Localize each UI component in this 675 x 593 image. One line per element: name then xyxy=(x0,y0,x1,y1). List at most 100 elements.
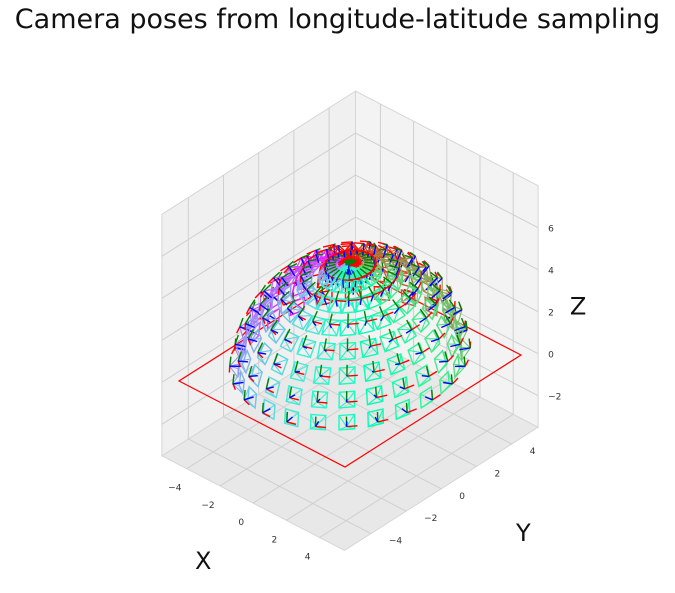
camera-z-axis xyxy=(396,249,403,261)
camera-z-axis xyxy=(419,317,427,323)
camera-x-axis xyxy=(432,394,441,401)
frustum-edge xyxy=(457,326,466,341)
frustum-edge xyxy=(286,308,291,323)
frustum-edge xyxy=(319,367,332,377)
camera-pose xyxy=(332,271,354,294)
frustum-edge xyxy=(294,371,305,382)
camera-x-axis xyxy=(278,277,283,285)
camera-x-axis xyxy=(312,320,323,325)
camera-y-axis xyxy=(432,283,441,292)
camera-z-axis xyxy=(380,289,385,297)
camera-z-axis xyxy=(232,381,244,385)
frustum-edge xyxy=(268,329,272,336)
frustum-edge xyxy=(371,270,381,278)
camera-z-axis xyxy=(424,396,433,401)
frustum-edge xyxy=(278,285,291,290)
camera-x-axis xyxy=(347,348,359,351)
camera-pose xyxy=(326,290,348,314)
frustum-edge xyxy=(284,421,288,424)
frustum-edge xyxy=(316,349,325,359)
camera-z-axis xyxy=(415,352,423,355)
camera-y-axis xyxy=(248,366,253,377)
camera-pose xyxy=(391,376,415,399)
camera-x-axis xyxy=(360,249,369,255)
camera-y-axis xyxy=(300,270,312,277)
camera-x-axis xyxy=(315,425,326,429)
frustum-edge xyxy=(420,277,423,284)
frustum-edge xyxy=(347,342,356,351)
frustum-edge xyxy=(234,334,247,345)
frustum-edge xyxy=(273,358,288,365)
frustum-edge xyxy=(339,343,348,351)
camera-pose xyxy=(232,368,246,397)
camera-y-axis xyxy=(410,262,420,268)
frustum-edge xyxy=(323,343,336,351)
camera-z-axis xyxy=(284,338,291,343)
camera-pose xyxy=(386,353,410,376)
camera-x-axis xyxy=(366,268,376,275)
camera-x-axis xyxy=(335,299,347,303)
camera-pose xyxy=(363,360,385,383)
camera-y-axis xyxy=(289,262,298,268)
camera-pose xyxy=(419,385,441,410)
frustum-edge xyxy=(378,282,393,290)
camera-z-axis xyxy=(288,266,296,277)
camera-y-axis xyxy=(283,328,291,340)
camera-y-axis xyxy=(465,320,468,331)
camera-x-axis xyxy=(254,291,262,299)
camera-pose xyxy=(304,310,327,335)
camera-y-axis xyxy=(360,253,369,258)
camera-z-axis xyxy=(430,338,440,343)
camera-y-axis xyxy=(364,261,376,265)
camera-z-axis xyxy=(314,421,320,427)
frustum-edge xyxy=(365,321,375,331)
camera-z-axis xyxy=(450,343,461,348)
camera-z-axis xyxy=(327,274,331,283)
camera-z-axis xyxy=(411,288,419,297)
camera-x-axis xyxy=(406,408,417,414)
grid-line-x xyxy=(286,155,481,521)
camera-pose xyxy=(309,413,327,431)
camera-y-axis xyxy=(336,270,343,280)
frustum-edge xyxy=(339,323,349,337)
camera-z-axis xyxy=(342,279,345,288)
camera-y-axis xyxy=(382,276,393,284)
frustum-edge xyxy=(339,349,348,361)
camera-x-axis xyxy=(307,254,317,261)
camera-y-axis xyxy=(333,243,336,246)
camera-y-axis xyxy=(352,270,357,280)
frustum-edge xyxy=(454,365,466,378)
frustum-edge xyxy=(399,363,406,370)
camera-pose xyxy=(403,281,423,305)
frustum-edge xyxy=(305,321,314,331)
camera-pose xyxy=(394,398,417,421)
frustum-edge xyxy=(398,267,404,274)
frustum-edge xyxy=(347,323,357,335)
camera-z-axis xyxy=(278,288,286,297)
frustum-edge xyxy=(350,250,359,257)
frustum-edge xyxy=(280,339,286,347)
camera-x-axis xyxy=(328,252,339,259)
grid-line-y xyxy=(258,152,442,490)
camera-x-axis xyxy=(435,297,440,305)
frustum-edge xyxy=(451,334,461,345)
frustum-edge xyxy=(404,388,409,393)
camera-y-axis xyxy=(448,299,456,308)
camera-z-axis xyxy=(459,347,471,351)
frustum-edge xyxy=(307,260,322,265)
frustum-edge xyxy=(302,267,316,270)
frustum-edge xyxy=(284,339,292,352)
camera-y-axis xyxy=(357,251,364,257)
camera-x-axis xyxy=(262,412,271,418)
frustum-edge xyxy=(437,360,449,374)
camera-x-axis xyxy=(248,375,255,382)
camera-x-axis xyxy=(416,261,420,268)
camera-pose xyxy=(296,276,316,300)
frustum-edge xyxy=(385,307,399,311)
frustum-edge xyxy=(427,287,441,292)
camera-pose xyxy=(355,310,378,335)
camera-z-axis xyxy=(257,352,267,355)
frustum-edge xyxy=(361,276,372,287)
camera-z-axis xyxy=(238,360,249,363)
frustum-edge xyxy=(453,318,466,328)
